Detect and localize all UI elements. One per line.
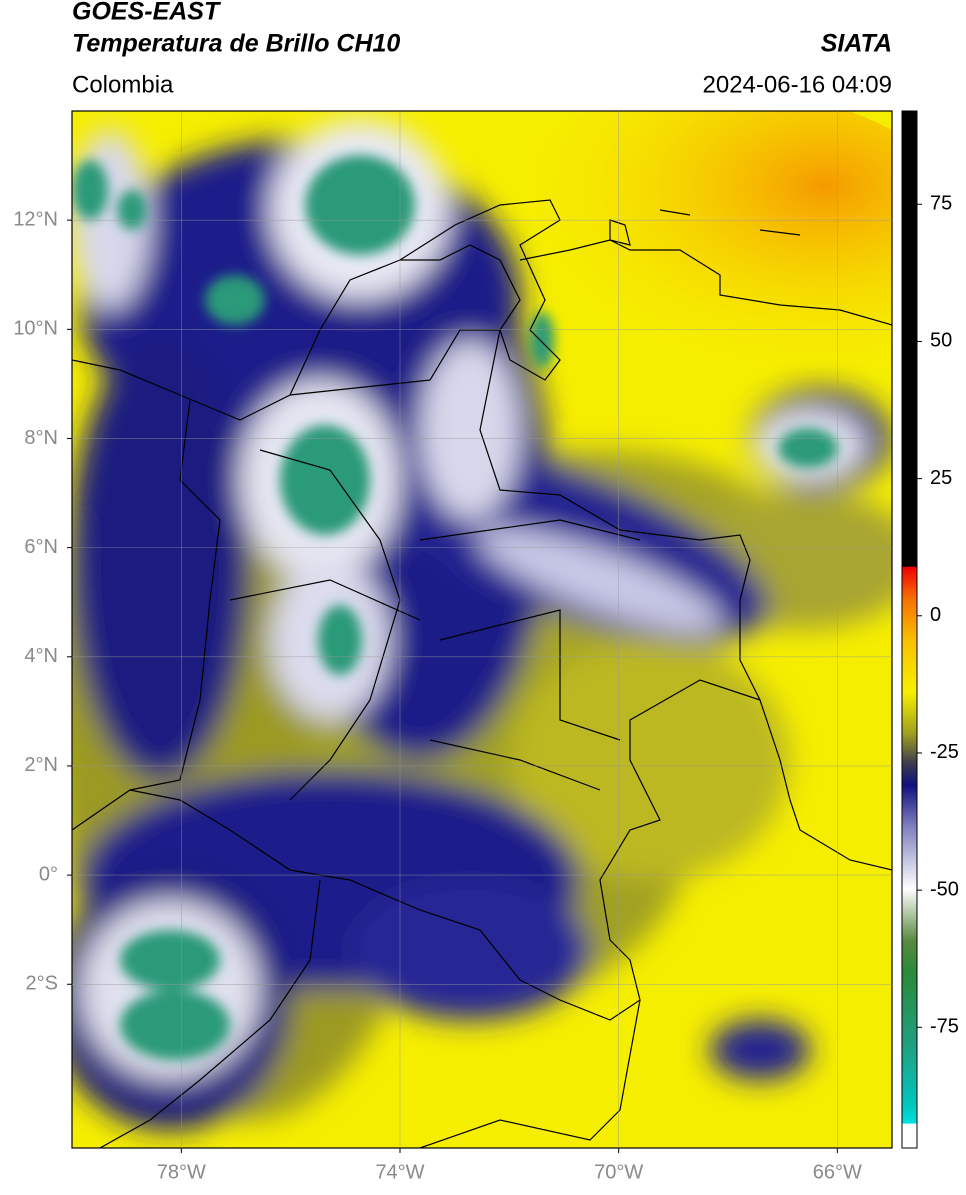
colorbar-label: -50 xyxy=(930,878,959,900)
lat-label: 12°N xyxy=(13,208,58,230)
lat-label: 2°S xyxy=(26,973,58,995)
lon-label: 70°W xyxy=(594,1161,643,1183)
lon-label: 66°W xyxy=(813,1161,862,1183)
datetime: 2024-06-16 04:09 xyxy=(703,71,893,98)
satellite-image xyxy=(72,111,892,1148)
colorbar xyxy=(901,110,918,1149)
lon-label: 74°W xyxy=(375,1161,424,1183)
lat-label: 4°N xyxy=(24,645,58,667)
colorbar-label: 0 xyxy=(930,604,941,626)
colorbar-label: -25 xyxy=(930,741,959,763)
lat-label: 6°N xyxy=(24,536,58,558)
colorbar-label: 50 xyxy=(930,330,952,352)
colorbar-label: -75 xyxy=(930,1016,959,1038)
map-frame xyxy=(71,110,893,1149)
lat-label: 10°N xyxy=(13,318,58,340)
region: Colombia xyxy=(72,71,174,98)
lat-label: 0° xyxy=(39,863,58,885)
lon-label: 78°W xyxy=(157,1161,206,1183)
lat-label: 2°N xyxy=(24,754,58,776)
lat-label: 8°N xyxy=(24,427,58,449)
source: SIATA xyxy=(821,30,892,58)
colorbar-label: 25 xyxy=(930,467,952,489)
satellite: GOES-EAST xyxy=(72,0,222,26)
colorbar-label: 75 xyxy=(930,193,952,215)
product: Temperatura de Brillo CH10 xyxy=(72,30,400,58)
